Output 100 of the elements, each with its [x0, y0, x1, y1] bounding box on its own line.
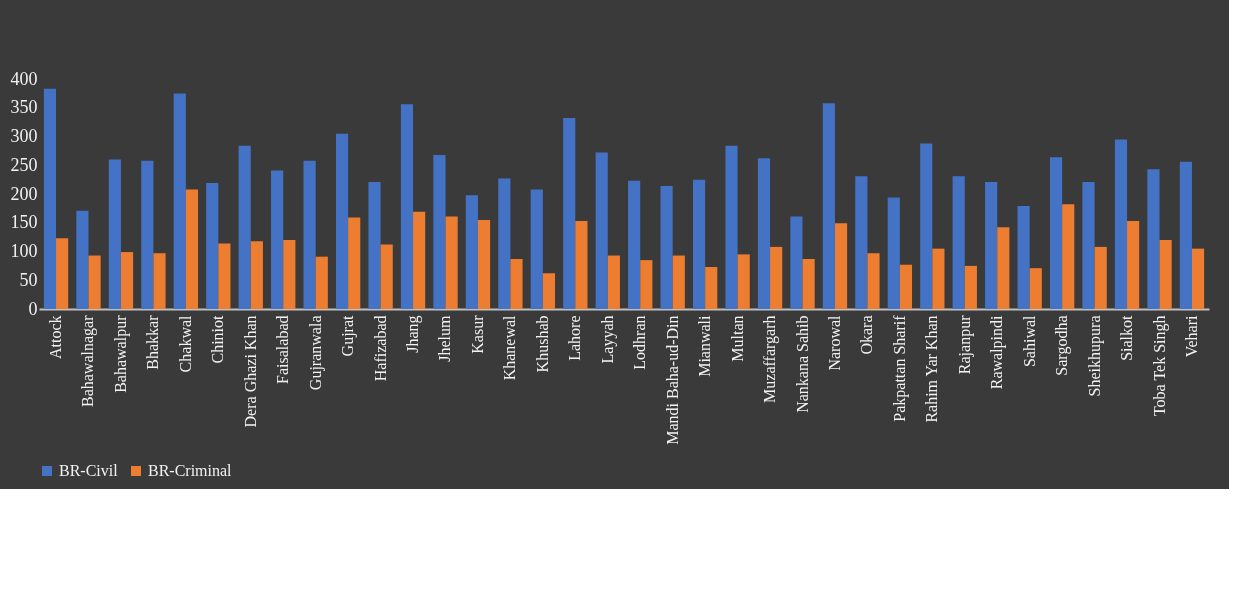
bar [964, 265, 977, 309]
bar [271, 170, 284, 309]
x-tick-label: Jhang [404, 315, 423, 353]
x-tick-label: Hafizabad [371, 315, 389, 382]
x-tick-label: Dera Ghazi Khan [241, 315, 259, 428]
bar [120, 252, 134, 309]
bar [1062, 204, 1075, 309]
bar [1029, 268, 1042, 309]
bar [303, 160, 316, 309]
y-tick-label: 350 [10, 97, 38, 118]
legend-label: BR-Criminal [148, 462, 233, 479]
x-tick-label: Bahawalnagar [79, 314, 98, 408]
bar [153, 253, 166, 309]
x-tick-label: Khanewal [501, 314, 519, 381]
bar [1159, 240, 1172, 309]
x-tick-label: Bhakkar [144, 314, 162, 370]
bar [705, 267, 718, 309]
bar [477, 219, 491, 309]
bar [465, 195, 478, 309]
bar [757, 158, 771, 309]
bar [1049, 157, 1063, 309]
bar [218, 243, 231, 309]
bar [315, 256, 328, 309]
bar [413, 211, 426, 309]
bar [88, 255, 101, 309]
bar [855, 176, 868, 309]
bar [1127, 221, 1140, 309]
x-tick-label: Khushab [533, 315, 551, 373]
x-tick-label: Lahore [566, 315, 584, 361]
bar [790, 216, 803, 309]
bar [400, 104, 414, 309]
bar [1094, 246, 1107, 309]
bar [1179, 161, 1192, 309]
x-tick-label: Faisalabad [274, 315, 292, 384]
x-tick-label: Sialkot [1118, 314, 1136, 361]
bar [899, 264, 913, 309]
bar [433, 154, 446, 309]
x-tick-label: Rahim Yar Khan [923, 315, 941, 423]
bar [542, 273, 556, 309]
x-tick-label: Lodhran [631, 315, 649, 370]
y-tick-label: 250 [10, 154, 38, 175]
bar [141, 160, 154, 309]
x-tick-label: Bahawalpur [111, 314, 130, 393]
y-tick-label: 400 [10, 68, 38, 89]
x-tick-label: Mandi Baha-ud-Din [663, 315, 681, 445]
x-tick-label: Mianwali [696, 314, 714, 377]
x-tick-label: Jhelum [436, 314, 454, 362]
bar [1114, 139, 1128, 309]
legend-label: BR-Civil [59, 462, 119, 479]
x-tick-label: Sheikhupura [1085, 315, 1104, 397]
bar [887, 197, 900, 309]
bar [348, 217, 361, 309]
y-tick-label: 150 [10, 212, 38, 233]
bar [238, 145, 251, 309]
bar [1082, 181, 1095, 309]
bar [628, 180, 641, 309]
bar [692, 179, 706, 309]
bar [380, 244, 393, 309]
x-tick-label: Vehari [1182, 314, 1200, 358]
bar [1191, 248, 1205, 309]
y-tick-label: 100 [10, 241, 38, 261]
bar [920, 143, 933, 309]
bar [607, 255, 620, 309]
bar [595, 152, 608, 309]
x-tick-label: Pakpattan Sharif [890, 314, 909, 422]
x-tick-label: Rawalpindi [988, 314, 1007, 390]
x-tick-label: Muzaffargarh [761, 315, 780, 403]
bar [822, 103, 835, 309]
x-tick-label: Chakwal [176, 314, 194, 373]
bar [510, 258, 523, 309]
bar [575, 221, 588, 309]
bar [660, 185, 673, 309]
bar [56, 238, 69, 309]
bar [834, 223, 848, 309]
bar [867, 253, 880, 309]
y-tick-label: 200 [10, 183, 38, 204]
bar [997, 227, 1010, 309]
x-tick-label: Gujranwala [306, 315, 325, 391]
bar [530, 189, 543, 309]
x-tick-label: Rajanpur [955, 314, 974, 375]
x-tick-label: Kasur [468, 314, 486, 354]
x-tick-label: Sargodha [1053, 315, 1072, 376]
bar [1017, 206, 1030, 309]
bar [445, 216, 458, 309]
x-tick-label: Sahiwal [1020, 314, 1038, 368]
bar [206, 183, 219, 309]
x-tick-label: Chiniot [209, 314, 227, 364]
bar [368, 181, 381, 309]
bar [335, 133, 349, 309]
bar [672, 255, 685, 309]
bar [770, 246, 783, 309]
bar [76, 210, 89, 309]
bar [498, 178, 511, 309]
x-tick-label: Okara [858, 315, 876, 355]
bar [932, 248, 945, 309]
bar [43, 88, 57, 309]
bar [173, 93, 186, 309]
x-tick-label: Narowal [825, 314, 843, 371]
y-tick-label: 50 [19, 269, 38, 290]
bar [108, 159, 121, 309]
